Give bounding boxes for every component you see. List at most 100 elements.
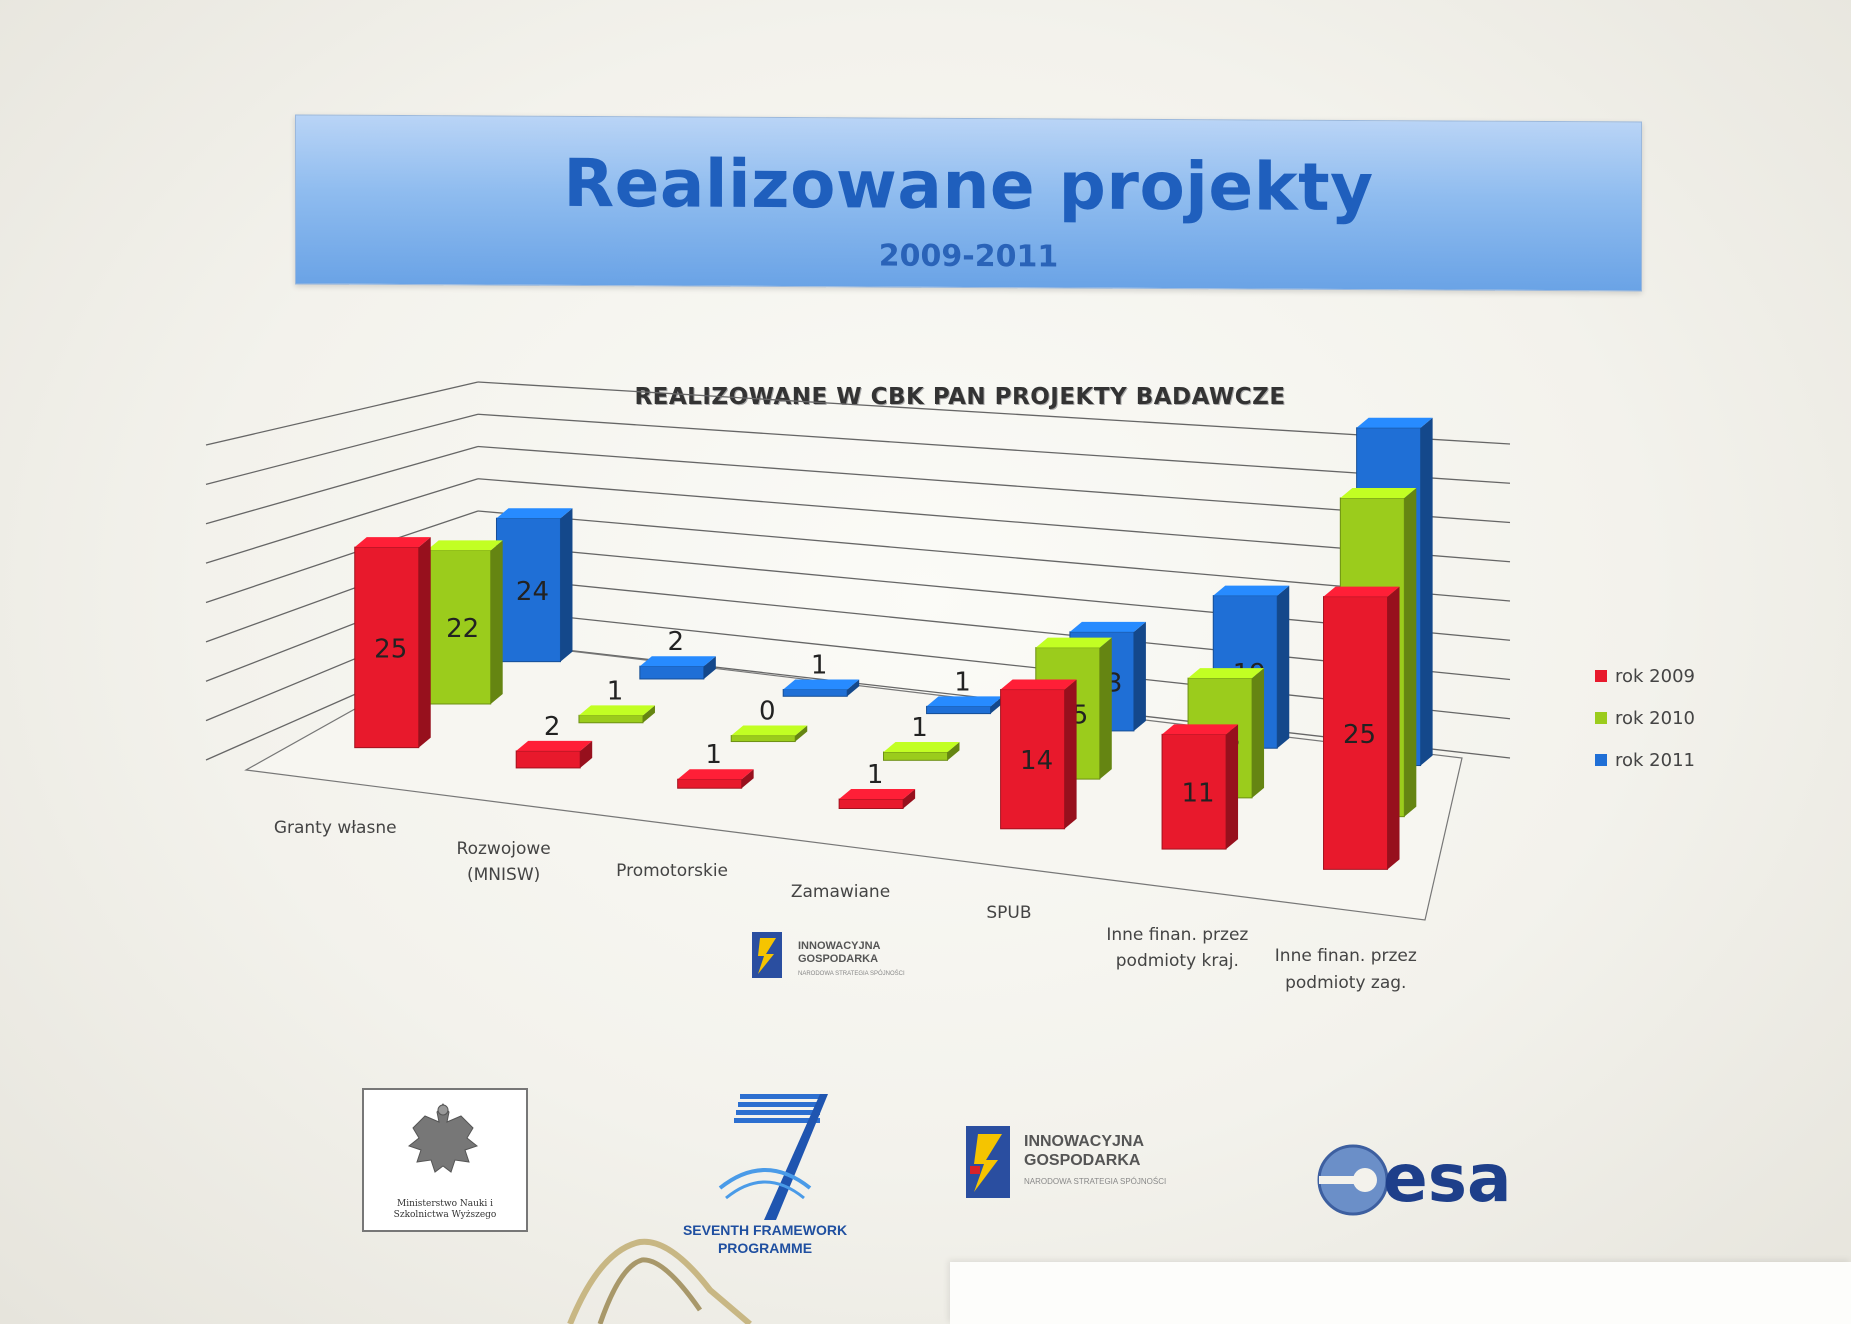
bar-side-rok-2009-1 bbox=[580, 740, 593, 768]
bar-side-rok-2010-5 bbox=[1252, 668, 1265, 798]
bar-rok-2011-3 bbox=[926, 705, 992, 715]
category-label: SPUB bbox=[986, 903, 1032, 924]
bar-rok-2011-2 bbox=[782, 688, 848, 697]
innowacyjna-small-icon bbox=[752, 932, 782, 978]
bar-side-rok-2011-3 bbox=[990, 696, 1003, 714]
bar-rok-2010-2 bbox=[730, 735, 796, 743]
data-label-rok-2011-3: 1 bbox=[954, 667, 971, 697]
bar-top-rok-2010-5 bbox=[1188, 668, 1265, 679]
gridline-side bbox=[205, 445, 479, 525]
gridline-side bbox=[205, 478, 479, 564]
fp7-caption-line1: SEVENTH FRAMEWORK bbox=[682, 1222, 848, 1238]
gridline-side bbox=[205, 381, 479, 446]
bar-side-rok-2010-1 bbox=[642, 705, 655, 723]
data-label-rok-2009-0: 25 bbox=[374, 634, 407, 664]
category-label: Zamawiane bbox=[790, 882, 891, 902]
bar-top-rok-2009-5 bbox=[1162, 724, 1239, 735]
bar-side-rok-2010-0 bbox=[490, 540, 503, 704]
gridline-back bbox=[477, 381, 1511, 445]
gridline-back bbox=[477, 510, 1511, 602]
ministry-logo: Ministerstwo Nauki i Szkolnictwa Wyższeg… bbox=[362, 1088, 528, 1232]
innowacyjna-small-line2: GOSPODARKA bbox=[798, 953, 879, 966]
gridline-side bbox=[205, 413, 479, 486]
category-label: Inne finan. przez podmioty kraj. bbox=[1106, 924, 1249, 972]
legend-item-2009: rok 2009 bbox=[1595, 655, 1695, 697]
bar-top-rok-2010-0 bbox=[426, 540, 503, 551]
data-label-rok-2009-3: 1 bbox=[867, 760, 884, 790]
chart-title: REALIZOWANE W CBK PAN PROJEKTY BADAWCZE bbox=[634, 384, 1286, 410]
bar-side-rok-2010-2 bbox=[795, 725, 808, 742]
polish-eagle-emblem bbox=[407, 1103, 479, 1173]
bar-rok-2009-0 bbox=[354, 546, 420, 749]
category-label: Promotorskie bbox=[616, 860, 728, 881]
innowacyjna-small-line3: NARODOWA STRATEGIA SPÓJNOŚCI bbox=[798, 971, 905, 978]
clip-wire bbox=[567, 1238, 752, 1324]
gridline-side bbox=[205, 510, 479, 604]
gridline-back bbox=[477, 445, 1511, 524]
legend-label-2009: rok 2009 bbox=[1615, 665, 1695, 687]
bar-side-rok-2009-5 bbox=[1226, 724, 1239, 850]
bar-side-rok-2011-4 bbox=[1133, 621, 1146, 731]
innowacyjna-logo-small: INNOWACYJNA GOSPODARKA NARODOWA STRATEGI… bbox=[752, 932, 942, 982]
data-label-rok-2009-6: 25 bbox=[1343, 720, 1376, 750]
innowacyjna-small-line1: INNOWACYJNA bbox=[798, 940, 881, 952]
bar-side-rok-2011-2 bbox=[847, 679, 860, 697]
esa-logo: esa bbox=[1315, 1140, 1535, 1220]
bar-side-rok-2009-3 bbox=[903, 789, 916, 809]
data-label-rok-2011-0: 24 bbox=[516, 577, 549, 607]
innowacyjna-logo: INNOWACYJNA GOSPODARKA NARODOWA STRATEGI… bbox=[966, 1126, 1186, 1198]
fp7-caption-line2: PROGRAMME bbox=[717, 1239, 813, 1256]
innowacyjna-line3: NARODOWA STRATEGIA SPÓJNOŚCI bbox=[1024, 1177, 1167, 1187]
innowacyjna-line2: GOSPODARKA bbox=[1024, 1152, 1141, 1170]
bar-top-rok-2011-6 bbox=[1356, 417, 1433, 428]
bar-top-rok-2010-2 bbox=[731, 725, 808, 736]
bar-side-rok-2009-2 bbox=[741, 769, 754, 789]
bar-side-rok-2010-6 bbox=[1404, 487, 1417, 817]
bar-top-rok-2009-1 bbox=[516, 740, 593, 751]
category-label: Granty własne bbox=[273, 817, 397, 838]
data-label-rok-2009-5: 11 bbox=[1182, 779, 1215, 809]
bar-top-rok-2009-0 bbox=[354, 537, 431, 548]
data-label-rok-2009-4: 14 bbox=[1020, 746, 1053, 776]
bar-side-rok-2009-0 bbox=[418, 537, 431, 748]
bar-side-rok-2009-6 bbox=[1387, 586, 1400, 870]
bar-top-rok-2009-2 bbox=[677, 769, 754, 780]
data-label-rok-2009-2: 1 bbox=[705, 740, 722, 770]
data-label-rok-2011-2: 1 bbox=[811, 650, 828, 680]
bar-side-rok-2011-1 bbox=[703, 656, 716, 679]
bar-rok-2009-2 bbox=[677, 778, 743, 789]
bar-top-rok-2010-3 bbox=[883, 741, 960, 752]
bar-side-rok-2009-4 bbox=[1064, 679, 1077, 829]
bar-top-rok-2011-1 bbox=[639, 656, 716, 667]
legend-label-2011: rok 2011 bbox=[1615, 749, 1695, 771]
fp7-emblem bbox=[718, 1094, 828, 1220]
bar-rok-2009-3 bbox=[838, 798, 904, 810]
bar-rok-2010-3 bbox=[883, 751, 949, 761]
fp7-logo: SEVENTH FRAMEWORK PROGRAMME bbox=[680, 1092, 850, 1256]
bar-side-rok-2010-3 bbox=[947, 741, 960, 761]
bar-top-rok-2009-6 bbox=[1323, 586, 1400, 597]
bar-side-rok-2010-4 bbox=[1099, 637, 1112, 780]
gridline-back bbox=[477, 413, 1511, 484]
bar-top-rok-2010-6 bbox=[1340, 487, 1417, 498]
gridline-back bbox=[477, 478, 1511, 563]
bar-top-rok-2010-4 bbox=[1035, 637, 1112, 648]
fp7-caption: SEVENTH FRAMEWORK PROGRAMME bbox=[680, 1222, 850, 1257]
esa-wordmark: esa bbox=[1383, 1140, 1512, 1217]
innowacyjna-icon bbox=[966, 1126, 1010, 1198]
category-label: Rozwojowe (MNISW) bbox=[456, 839, 551, 886]
bar-rok-2010-1 bbox=[578, 714, 644, 724]
bar-side-rok-2011-0 bbox=[560, 508, 573, 662]
data-label-rok-2011-1: 2 bbox=[668, 627, 685, 657]
bar-top-rok-2011-3 bbox=[926, 696, 1003, 707]
bar-top-rok-2009-4 bbox=[1000, 679, 1077, 690]
esa-globe-icon bbox=[1317, 1144, 1389, 1216]
data-label-rok-2009-1: 2 bbox=[544, 712, 561, 742]
bar-rok-2009-1 bbox=[515, 750, 581, 769]
bar-top-rok-2011-4 bbox=[1069, 621, 1146, 632]
legend-item-2011: rok 2011 bbox=[1595, 739, 1695, 781]
ministry-caption: Ministerstwo Nauki i Szkolnictwa Wyższeg… bbox=[393, 1198, 497, 1221]
innowacyjna-line1: INNOWACYJNA bbox=[1024, 1133, 1145, 1150]
data-label-rok-2010-2: 0 bbox=[759, 697, 776, 727]
